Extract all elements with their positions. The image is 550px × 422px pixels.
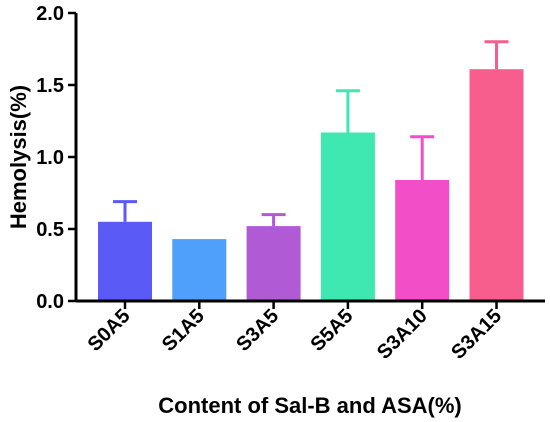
y-tick-label: 1.5 (36, 75, 64, 97)
bar-s0a5 (98, 221, 152, 301)
x-tick-label: S3A10 (373, 305, 432, 364)
x-tick-label: S3A15 (447, 305, 506, 364)
y-tick-label: 0.0 (36, 291, 64, 313)
y-tick-label: 1.0 (36, 147, 64, 169)
bar-s3a5 (246, 226, 301, 301)
y-ticks-layer: 0.0 0.5 1.0 1.5 2.0 (36, 3, 76, 313)
error-bar-s3a10 (410, 135, 435, 180)
error-bar-s3a5 (261, 213, 286, 227)
y-tick-label: 0.5 (36, 219, 64, 241)
x-tick-label: S3A5 (232, 305, 283, 356)
y-axis-title: Hemolysis(%) (6, 85, 31, 229)
bar-s3a10 (395, 180, 450, 301)
x-tick-label: S0A5 (84, 305, 135, 356)
bars-layer (98, 69, 524, 301)
x-tick-label: S5A5 (307, 305, 358, 356)
error-bar-s5a5 (335, 89, 360, 133)
error-bar-s0a5 (113, 200, 137, 222)
y-tick-label: 2.0 (36, 3, 64, 25)
bar-s5a5 (320, 132, 375, 301)
error-bars-layer (113, 40, 509, 227)
x-axis-title: Content of Sal-B and ASA(%) (158, 393, 462, 418)
x-tick-label: S1A5 (158, 305, 209, 356)
error-bar-s3a15 (484, 40, 509, 70)
bar-s3a15 (469, 69, 524, 301)
bar-s1a5 (172, 239, 227, 301)
x-ticks-layer: S0A5 S1A5 S3A5 S5A5 S3A10 S3A15 (84, 301, 506, 364)
